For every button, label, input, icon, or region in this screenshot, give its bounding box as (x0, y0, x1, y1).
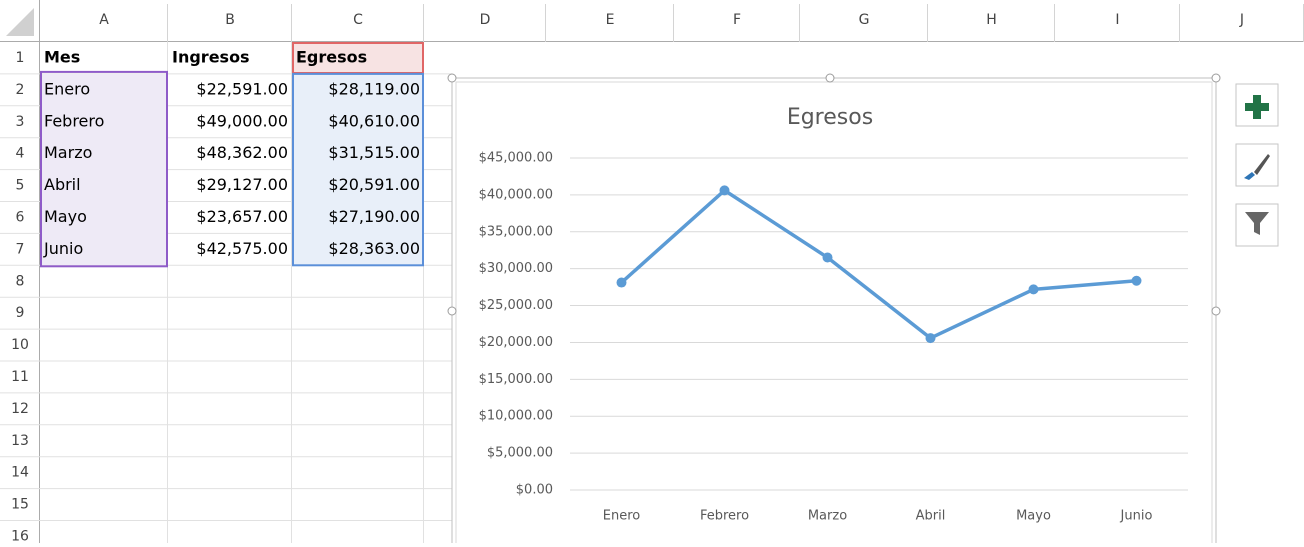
y-tick-label: $35,000.00 (479, 224, 553, 239)
row-header: 3 (16, 114, 25, 130)
cell: $40,610.00 (328, 111, 420, 130)
row-header: 8 (16, 273, 25, 289)
range-fill (292, 73, 424, 266)
cell: $22,591.00 (196, 79, 288, 98)
column-header: F (733, 12, 741, 28)
chart[interactable]: Egresos $0.00 $5,000.00 $10,000.00 $15,000.… (447, 73, 1221, 547)
marker (925, 333, 936, 344)
x-tick-label: Enero (603, 509, 641, 524)
y-tick-label: $0.00 (516, 483, 553, 498)
chart-title: Egresos (787, 105, 873, 130)
x-tick-label: Febrero (700, 509, 749, 524)
row-header: 16 (11, 529, 29, 544)
line (620, 188, 1137, 340)
column-header: B (225, 12, 235, 28)
cell: $28,363.00 (328, 239, 420, 258)
row-header: 2 (16, 82, 25, 98)
marker (719, 185, 730, 196)
resize-handle (447, 306, 457, 316)
column-header: C (353, 12, 363, 28)
chart-area (455, 81, 1213, 547)
column-header: J (1239, 12, 1244, 28)
row-header: 7 (16, 241, 25, 257)
column-header-bar (0, 0, 1304, 42)
y-tick-label: $10,000.00 (479, 409, 553, 424)
cell: $49,000.00 (196, 111, 288, 130)
row-header: 9 (16, 305, 25, 321)
brush-handle (1254, 154, 1270, 175)
cell: $23,657.00 (196, 207, 288, 226)
column-header: D (480, 12, 491, 28)
cell: Junio (43, 239, 83, 258)
y-tick-label: $30,000.00 (479, 261, 553, 276)
filter-icon (1245, 212, 1269, 235)
x-tick-label: Abril (916, 509, 946, 524)
y-tick-label: $20,000.00 (479, 335, 553, 350)
y-tick-label: $45,000.00 (479, 151, 553, 166)
resize-handle (447, 73, 457, 83)
marker (1131, 275, 1142, 286)
marker (822, 252, 833, 263)
cell: Marzo (44, 143, 92, 162)
column-header: E (606, 12, 615, 28)
cell: $28,119.00 (328, 79, 420, 98)
row-header: 11 (11, 369, 29, 385)
cell: $27,190.00 (328, 207, 420, 226)
column-header: A (99, 12, 109, 28)
row-header: 14 (11, 465, 29, 481)
range-fill (40, 73, 168, 266)
cell: Abril (44, 175, 81, 194)
y-tick-label: $5,000.00 (487, 446, 553, 461)
range-fill (292, 42, 424, 74)
column-header: I (1115, 12, 1119, 28)
chart-frame[interactable] (451, 77, 1217, 547)
row-header: 1 (16, 50, 25, 66)
row-header: 15 (11, 497, 29, 513)
cell: Egresos (296, 48, 367, 67)
range-border (292, 72, 424, 267)
chart-tools (1235, 83, 1279, 247)
marker (616, 277, 627, 288)
cell: $42,575.00 (196, 239, 288, 258)
row-header: 10 (11, 337, 29, 353)
column-header: G (859, 12, 870, 28)
cell: $29,127.00 (196, 175, 288, 194)
cell: Mayo (44, 207, 87, 226)
plus-icon (1245, 95, 1269, 119)
row-header: 12 (11, 401, 29, 417)
cell: $31,515.00 (328, 143, 420, 162)
y-tick-label: $15,000.00 (479, 372, 553, 387)
y-tick-label: $40,000.00 (479, 187, 553, 202)
cell: Enero (44, 79, 90, 98)
row-header: 13 (11, 433, 29, 449)
x-tick-label: Junio (1120, 509, 1153, 524)
range-border (40, 70, 168, 268)
x-tick-label: Marzo (808, 509, 847, 524)
row-header: 6 (16, 210, 25, 226)
row-header: 5 (16, 178, 25, 194)
brush-icon (1244, 172, 1255, 180)
x-tick-label: Mayo (1016, 509, 1051, 524)
cell: $20,591.00 (328, 175, 420, 194)
cell: Febrero (44, 111, 104, 130)
y-tick-label: $25,000.00 (479, 298, 553, 313)
resize-handle (1211, 73, 1221, 83)
style-button[interactable] (1235, 143, 1279, 187)
cell: Mes (44, 48, 80, 67)
resize-handle (825, 73, 835, 83)
resize-handle (1211, 306, 1221, 316)
cell: Ingresos (172, 48, 250, 67)
cell: $48,362.00 (196, 143, 288, 162)
row-header: 4 (16, 146, 25, 162)
column-header: H (986, 12, 997, 28)
select-all (6, 8, 34, 36)
marker (1028, 284, 1039, 295)
